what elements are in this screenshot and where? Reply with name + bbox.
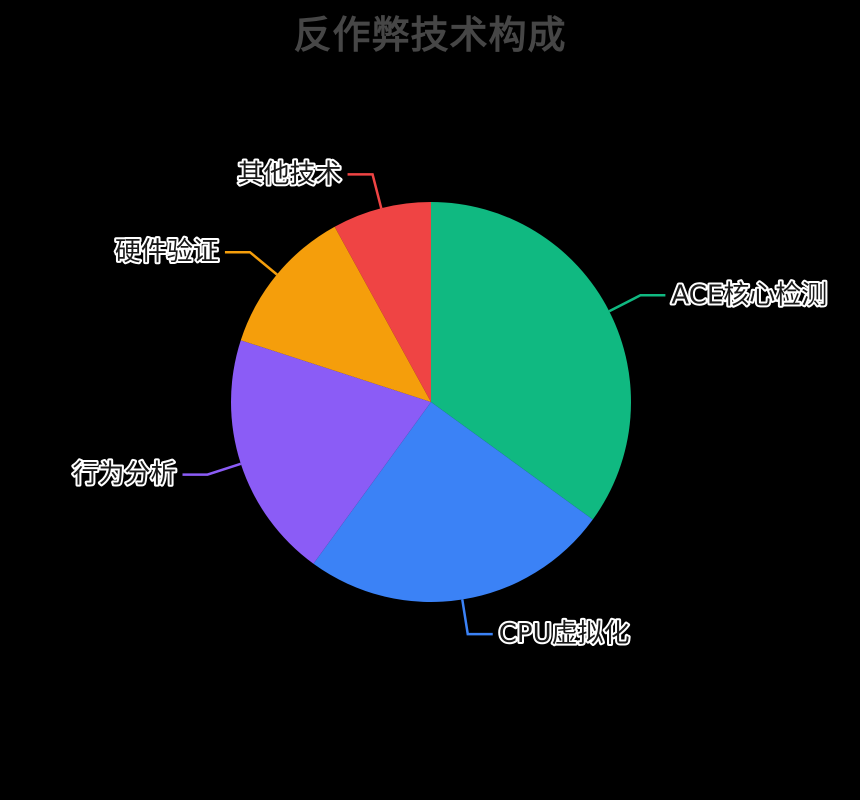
leader-line-5 (347, 173, 383, 209)
slice-label-4: 硬件验证 (115, 237, 219, 267)
leader-line-2 (461, 599, 493, 636)
pie-slice-5[interactable] (334, 202, 431, 402)
chart-title: 反作弊技术构成 (293, 13, 567, 57)
leader-line-1 (608, 294, 666, 313)
pie-slice-1[interactable] (431, 202, 631, 520)
leader-line-3 (182, 462, 242, 476)
slice-label-3: 行为分析 (72, 460, 176, 490)
leader-line-4 (224, 250, 278, 276)
pie-slice-4[interactable] (240, 226, 431, 402)
slice-label-5: 其他技术 (238, 159, 342, 189)
slice-label-2: CPU虚拟化 (499, 619, 630, 649)
slice-label-1: ACE核心检测 (671, 280, 827, 310)
pie-slice-3[interactable] (231, 340, 431, 564)
pie-slice-2[interactable] (313, 402, 593, 602)
